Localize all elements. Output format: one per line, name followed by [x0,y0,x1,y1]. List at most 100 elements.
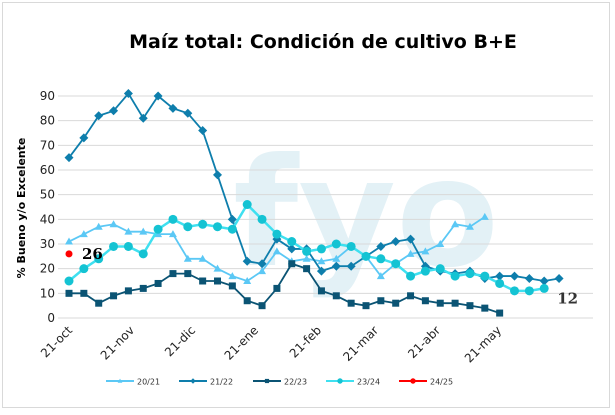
legend-item: 20/21 [106,378,160,387]
data-point [376,272,385,280]
data-point [495,271,505,281]
legend-item: 23/24 [326,378,380,387]
data-point [183,254,192,262]
data-point [496,309,504,317]
y-tick-label: 0 [47,311,55,325]
data-point [199,277,207,285]
data-point [264,378,270,384]
y-tick-label: 90 [40,89,55,103]
series-23-24 [64,200,549,296]
data-point [257,259,267,269]
data-point [407,292,415,300]
x-tick-label: 21-may [462,323,504,365]
data-point [302,254,311,262]
data-point [466,302,474,310]
data-point [346,261,356,271]
data-point [243,297,251,305]
data-point [495,278,505,288]
data-point [79,133,89,143]
y-tick-label: 70 [40,138,55,152]
data-label: 12 [557,289,578,307]
data-point [524,286,534,296]
data-point [554,274,564,284]
legend-item: 21/22 [179,378,233,387]
data-point [317,257,326,265]
data-point [109,241,119,251]
data-point [480,212,489,220]
data-point [139,227,148,235]
data-point [110,292,118,300]
legend-label: 23/24 [357,378,380,387]
y-tick-label: 30 [40,237,55,251]
data-point [316,266,326,276]
data-point [183,222,193,232]
data-point [361,251,371,261]
y-tick-label: 10 [40,286,55,300]
data-point [190,378,196,384]
data-point [64,276,74,286]
data-point [242,200,252,210]
data-point [510,286,519,296]
data-point [421,297,429,305]
data-point [198,126,208,136]
data-point [337,378,343,384]
data-point [331,239,341,249]
data-point [168,230,177,238]
data-point [213,222,222,232]
data-point [168,214,178,224]
chart-title: Maíz total: Condición de cultivo B+E [129,31,517,53]
data-point [524,274,534,284]
data-point [198,219,208,229]
data-point [169,270,177,278]
y-tick-label: 50 [40,188,55,202]
data-point [94,254,104,264]
data-point [480,271,490,281]
data-point [273,284,281,292]
series-20-21 [65,212,489,284]
x-tick-label: 21-dic [162,323,198,359]
data-point [139,284,147,292]
data-point [391,259,401,269]
data-point [138,249,148,259]
data-point [332,292,340,300]
data-point [65,289,73,297]
legend-label: 24/25 [430,378,453,387]
data-point [392,299,400,307]
data-point [406,234,416,244]
data-point [214,277,221,285]
data-point [287,244,297,254]
data-point [377,297,385,305]
data-point [272,247,281,255]
y-tick-label: 40 [40,212,55,226]
data-point [287,237,297,247]
data-point [317,287,325,295]
data-label: 26 [82,245,103,263]
data-point [79,264,89,274]
data-point [65,250,73,258]
legend-label: 22/23 [284,378,307,387]
y-tick-label: 80 [40,114,55,128]
data-point [258,267,267,275]
data-point [109,220,118,228]
x-tick-label: 21-nov [98,323,137,362]
data-point [79,230,88,238]
series-22-23 [65,260,504,317]
data-point [242,256,252,266]
data-point [198,254,207,262]
data-point [410,378,416,384]
data-point [65,237,73,245]
data-point [316,244,326,254]
data-point [421,247,430,255]
y-tick-label: 60 [40,163,55,177]
y-axis-label: % Bueno y/o Excelente [15,138,28,279]
data-point [94,222,103,230]
data-point [124,287,132,295]
x-tick-label: 21-oct [38,323,75,360]
data-point [213,170,222,180]
data-point [406,271,416,281]
data-point [80,289,88,297]
data-point [183,108,193,118]
data-point [332,254,341,262]
data-point [376,241,386,251]
